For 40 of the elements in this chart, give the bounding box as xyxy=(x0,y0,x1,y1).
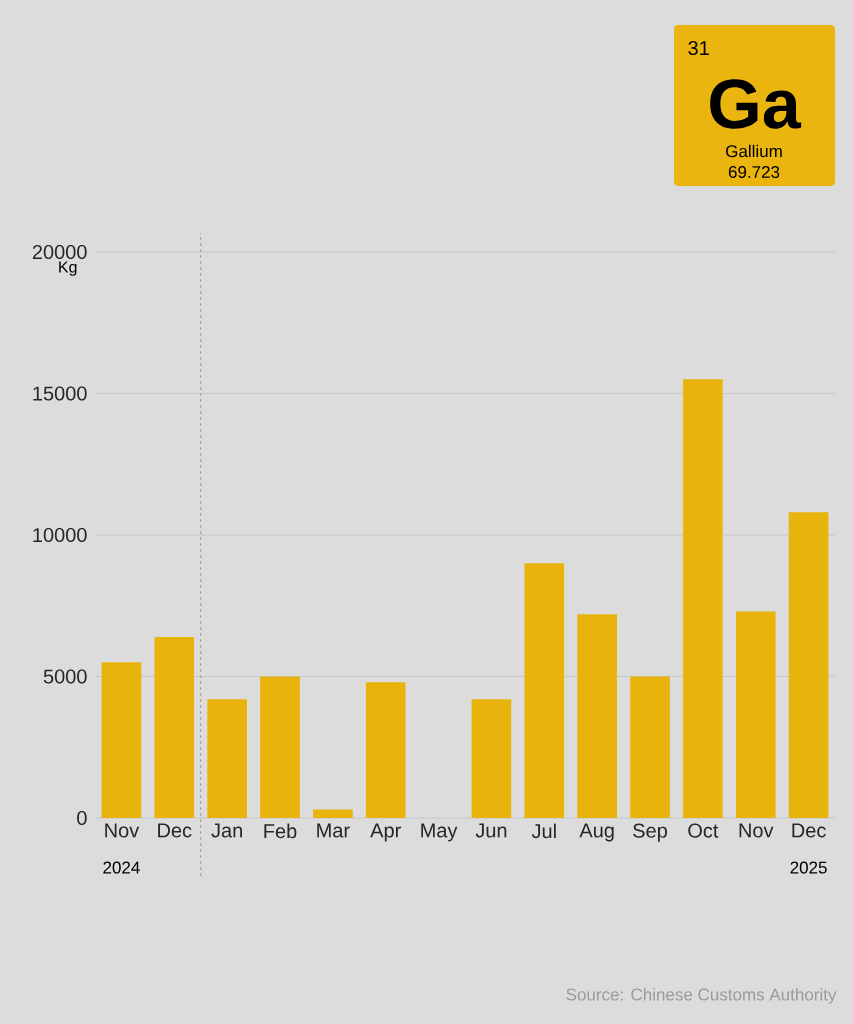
text: 2025 xyxy=(790,861,827,874)
x-tick-label: Feb xyxy=(264,823,297,839)
x-tick-label: Apr xyxy=(370,823,401,842)
x-tick-label: May xyxy=(421,823,458,842)
bar xyxy=(524,563,565,819)
y-tick-label: 10000 xyxy=(33,527,87,543)
text: Ga xyxy=(710,79,802,129)
bar xyxy=(683,379,723,819)
x-tick-label: Jun xyxy=(475,823,507,838)
text: 31 xyxy=(688,40,709,56)
bar xyxy=(207,699,247,819)
text: 2024 xyxy=(103,861,140,874)
bar xyxy=(735,611,776,819)
x-tick-label: Aug xyxy=(579,823,614,842)
x-tick-label: Dec xyxy=(158,823,192,838)
bar xyxy=(260,676,300,819)
y-tick-label: 0 xyxy=(77,810,87,826)
bar xyxy=(313,809,353,819)
x-tick-label: Dec xyxy=(792,823,826,838)
bar xyxy=(365,682,406,819)
x-tick-label: Oct xyxy=(688,823,719,838)
y-tick-label: 20000 xyxy=(32,244,87,260)
source-note: Source: Chinese Customs Authority xyxy=(566,988,837,1004)
bar xyxy=(101,662,142,819)
x-tick-label: Mar xyxy=(317,823,350,838)
y-tick-label: 15000 xyxy=(33,386,87,401)
x-tick-label: Sep xyxy=(633,823,667,842)
bar xyxy=(788,512,829,819)
y-axis-title: Kg xyxy=(59,261,77,276)
x-tick-label: Jul xyxy=(531,823,556,839)
y-tick-label: 5000 xyxy=(43,669,87,684)
text: Gallium xyxy=(726,144,782,158)
bar xyxy=(154,636,195,819)
x-tick-label: Nov xyxy=(739,823,774,838)
bar xyxy=(471,699,512,819)
x-tick-label: Nov xyxy=(105,823,140,838)
bar xyxy=(630,676,670,819)
x-tick-label: Jan xyxy=(211,823,242,838)
text: 69.723 xyxy=(728,165,780,179)
bar xyxy=(577,614,617,819)
